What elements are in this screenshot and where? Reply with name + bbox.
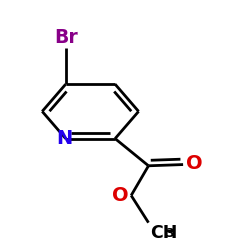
Text: 3: 3 — [165, 227, 174, 240]
Text: CH: CH — [150, 224, 177, 242]
Text: Br: Br — [54, 28, 78, 47]
Text: O: O — [186, 154, 202, 173]
Text: N: N — [56, 129, 72, 148]
Text: O: O — [112, 186, 129, 205]
